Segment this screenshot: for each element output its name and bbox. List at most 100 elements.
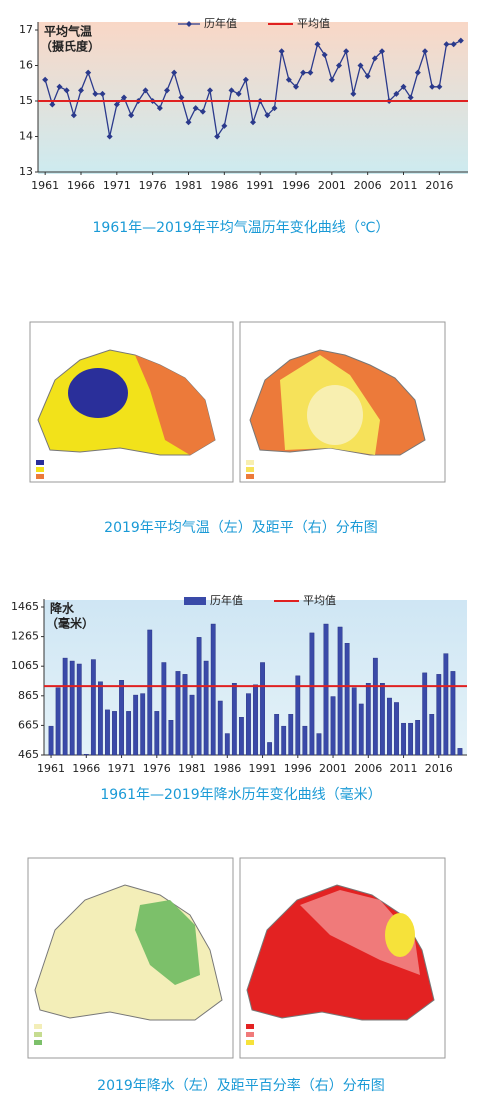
data-point <box>328 76 335 83</box>
data-point <box>336 62 342 69</box>
bar <box>69 660 75 756</box>
bar <box>119 680 124 756</box>
bar <box>387 697 392 756</box>
chart-subtitle: （毫米） <box>46 616 94 631</box>
x-tick-label: 1966 <box>67 179 95 192</box>
caption: 1961年—2019年平均气温历年变化曲线（℃） <box>93 220 390 236</box>
data-point <box>56 83 63 90</box>
bar <box>323 623 329 756</box>
bar <box>168 720 174 756</box>
x-tick-label: 1996 <box>284 762 312 775</box>
data-point <box>307 69 314 76</box>
data-point <box>343 48 350 55</box>
data-point <box>321 51 328 58</box>
bar <box>288 714 294 756</box>
bar <box>238 717 244 756</box>
legend-label: 平均值 <box>303 594 336 607</box>
bar <box>253 684 258 756</box>
bar <box>401 722 406 756</box>
map-precipitation-anomaly <box>239 857 446 1059</box>
data-point <box>207 87 213 94</box>
x-tick-label: 1976 <box>139 179 167 192</box>
data-point <box>42 76 49 83</box>
bar <box>302 725 308 756</box>
data-point <box>285 76 292 83</box>
x-tick-label: 1971 <box>108 762 136 775</box>
map-temperature <box>29 321 234 483</box>
data-point <box>414 69 421 76</box>
y-tick-label: 1065 <box>11 659 39 672</box>
data-point <box>457 37 464 44</box>
plot-background <box>38 22 468 174</box>
data-point <box>185 119 192 126</box>
data-point <box>278 48 285 55</box>
legend-label: 平均值 <box>297 17 330 30</box>
chart-subtitle: （摄氏度） <box>40 39 100 54</box>
legend-label: 历年值 <box>204 16 237 30</box>
bar <box>267 742 272 756</box>
data-point <box>199 108 206 115</box>
caption: 1961年—2019年降水历年变化曲线（毫米） <box>100 786 381 803</box>
bar <box>408 722 413 756</box>
y-tick-label: 16 <box>19 59 33 72</box>
data-point <box>393 90 400 97</box>
y-tick-label: 1265 <box>11 630 39 643</box>
bar <box>351 687 357 756</box>
data-point <box>357 62 364 69</box>
bar <box>316 733 322 756</box>
bar <box>210 623 216 756</box>
caption: 2019年平均气温（左）及距平（右）分布图 <box>104 520 378 536</box>
bar <box>358 703 364 756</box>
bar <box>154 711 160 756</box>
data-point <box>429 83 436 90</box>
data-point <box>78 87 84 94</box>
y-tick-label: 17 <box>19 23 33 36</box>
bar <box>83 754 89 756</box>
data-point <box>407 94 414 101</box>
bar <box>429 714 435 756</box>
x-tick-label: 2006 <box>354 762 382 775</box>
data-point <box>422 48 428 55</box>
data-point <box>128 112 135 119</box>
bar <box>443 653 449 756</box>
data-point <box>221 122 228 129</box>
bar <box>203 660 209 756</box>
x-tick-label: 1961 <box>37 762 65 775</box>
x-tick-label: 1981 <box>178 762 206 775</box>
data-point <box>156 105 163 112</box>
bar <box>182 674 188 756</box>
bar <box>147 629 153 756</box>
x-tick-label: 2016 <box>425 179 453 192</box>
bar <box>112 711 117 756</box>
bar <box>260 662 265 756</box>
bar <box>97 681 103 756</box>
x-tick-label: 2006 <box>354 179 382 192</box>
bar <box>90 659 96 756</box>
y-tick-label: 14 <box>19 130 33 143</box>
x-tick-label: 2011 <box>390 762 418 775</box>
bar <box>55 687 61 756</box>
x-tick-label: 1986 <box>210 179 238 192</box>
caption: 2019年降水（左）及距平百分率（右）分布图 <box>97 1077 385 1094</box>
bar <box>189 694 195 756</box>
data-point <box>178 94 185 101</box>
bar <box>231 683 237 756</box>
x-tick-label: 1991 <box>246 179 274 192</box>
y-tick-label: 13 <box>19 165 33 178</box>
y-tick-label: 15 <box>19 94 33 107</box>
bar <box>133 694 139 756</box>
data-point <box>436 83 443 90</box>
data-point <box>250 119 256 126</box>
bar <box>372 657 378 756</box>
legend-swatch <box>184 597 206 605</box>
bar <box>309 632 315 756</box>
y-tick-label: 1465 <box>11 600 39 613</box>
bar <box>274 714 280 756</box>
data-point <box>293 83 299 90</box>
y-tick-label: 865 <box>18 689 39 702</box>
x-tick-label: 2011 <box>390 179 418 192</box>
x-tick-label: 2016 <box>425 762 453 775</box>
bar <box>337 626 343 756</box>
bar <box>246 693 251 756</box>
